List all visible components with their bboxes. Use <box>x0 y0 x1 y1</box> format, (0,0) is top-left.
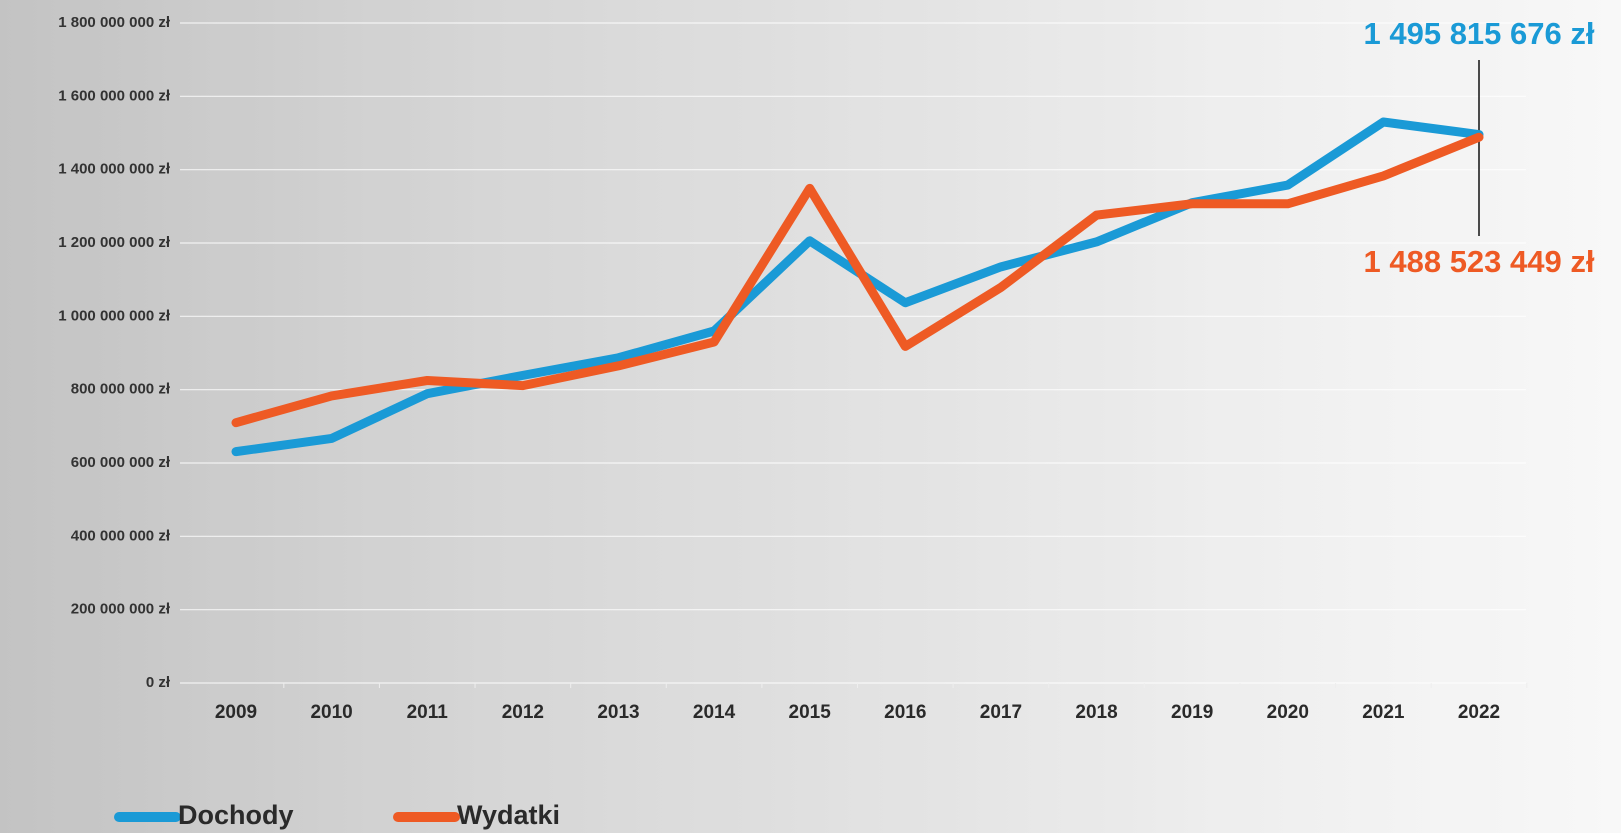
y-tick-label: 1 600 000 000 zł <box>58 87 171 104</box>
y-tick-label: 600 000 000 zł <box>71 454 171 471</box>
y-tick-label: 200 000 000 zł <box>71 601 171 618</box>
x-tick-label: 2014 <box>693 702 736 723</box>
x-tick-label: 2013 <box>597 702 639 723</box>
y-tick-label: 800 000 000 zł <box>71 381 171 398</box>
y-tick-label: 1 400 000 000 zł <box>58 161 171 178</box>
x-tick-label: 2011 <box>407 702 449 723</box>
x-tick-label: 2009 <box>215 702 257 723</box>
x-tick-label: 2020 <box>1267 702 1309 723</box>
x-tick-label: 2017 <box>980 702 1022 723</box>
x-tick-label: 2022 <box>1458 702 1500 723</box>
x-tick-label: 2018 <box>1075 702 1117 723</box>
x-tick-label: 2016 <box>884 702 926 723</box>
y-tick-label: 0 zł <box>146 674 171 691</box>
x-tick-label: 2010 <box>310 702 352 723</box>
y-tick-label: 1 000 000 000 zł <box>58 307 171 324</box>
x-tick-label: 2021 <box>1362 702 1405 723</box>
y-tick-label: 1 200 000 000 zł <box>58 234 171 251</box>
x-tick-label: 2015 <box>789 702 832 723</box>
y-tick-label: 400 000 000 zł <box>71 527 171 544</box>
y-tick-label: 1 800 000 000 zł <box>58 14 171 31</box>
data-label: 1 488 523 449 zł <box>1364 244 1595 279</box>
x-tick-label: 2012 <box>502 702 544 723</box>
legend-label: Dochody <box>178 800 294 830</box>
legend-label: Wydatki <box>457 800 560 830</box>
data-label: 1 495 815 676 zł <box>1364 16 1595 51</box>
x-tick-label: 2019 <box>1171 702 1213 723</box>
chart: 0 zł 200 000 000 zł 400 000 000 zł 600 000 … <box>0 0 1621 833</box>
